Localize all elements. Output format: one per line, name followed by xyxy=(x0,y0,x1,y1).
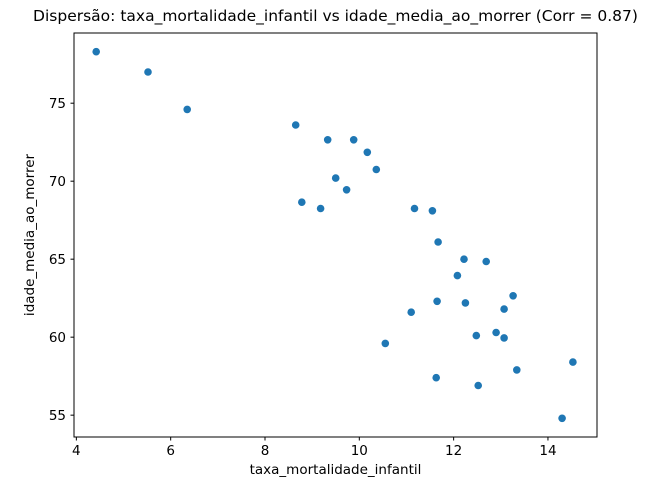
data-point xyxy=(331,174,340,182)
data-point xyxy=(474,381,483,390)
x-tick-label: 10 xyxy=(351,443,368,459)
data-point xyxy=(433,297,441,306)
data-point xyxy=(509,292,517,300)
x-tick-label: 14 xyxy=(539,443,556,459)
y-tick-label: 70 xyxy=(49,174,66,190)
data-point xyxy=(492,328,500,337)
data-point xyxy=(316,204,325,213)
chart-title: Dispersão: taxa_mortalidade_infantil vs … xyxy=(33,7,638,26)
y-tick-label: 75 xyxy=(49,96,66,112)
data-point xyxy=(410,204,419,213)
data-point xyxy=(472,331,481,340)
data-point xyxy=(482,257,491,266)
x-tick-label: 4 xyxy=(72,443,81,459)
data-point xyxy=(500,305,508,313)
data-points xyxy=(92,47,577,423)
data-point xyxy=(381,339,390,348)
y-axis-label: idade_media_ao_morrer xyxy=(22,153,38,316)
x-tick-label: 6 xyxy=(166,443,175,459)
data-point xyxy=(407,308,416,317)
data-point xyxy=(291,121,300,129)
data-point xyxy=(372,165,381,174)
axes-spines xyxy=(73,32,598,438)
axis-ticks: 4 6 8 10 12 14 55 60 65 70 75 xyxy=(49,96,557,459)
data-point xyxy=(92,47,100,56)
y-tick-label: 55 xyxy=(49,408,66,424)
data-point xyxy=(323,136,332,144)
x-tick-label: 12 xyxy=(445,443,462,459)
data-point xyxy=(144,68,152,76)
data-point xyxy=(342,186,351,194)
y-tick-label: 60 xyxy=(49,330,66,346)
data-point xyxy=(461,299,470,307)
data-point xyxy=(432,373,441,382)
data-point xyxy=(349,136,358,144)
data-point xyxy=(363,148,372,157)
data-point xyxy=(460,255,468,263)
data-point xyxy=(434,238,442,246)
data-point xyxy=(513,366,521,374)
data-point xyxy=(428,207,437,215)
data-point xyxy=(183,105,191,114)
y-tick-label: 65 xyxy=(49,252,66,268)
data-point xyxy=(558,414,566,423)
x-tick-label: 8 xyxy=(261,443,270,459)
data-point xyxy=(500,334,508,342)
data-point xyxy=(569,358,577,366)
data-point xyxy=(453,271,462,280)
x-axis-label: taxa_mortalidade_infantil xyxy=(250,462,422,478)
data-point xyxy=(298,198,306,206)
plot-frame xyxy=(73,32,598,438)
